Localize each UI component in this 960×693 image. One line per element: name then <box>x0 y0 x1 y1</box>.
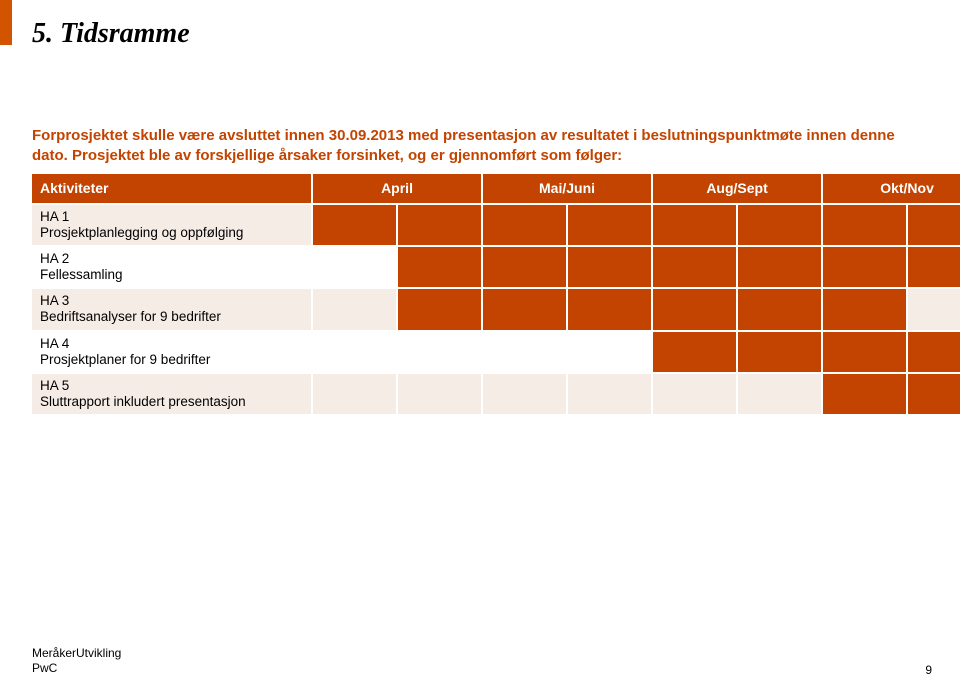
col-month-2: Aug/Sept <box>652 174 822 204</box>
col-month-1: Mai/Juni <box>482 174 652 204</box>
gantt-cell <box>652 246 737 288</box>
gantt-cell <box>567 204 652 246</box>
page-number: 9 <box>925 663 932 677</box>
footer-line-1: MeråkerUtvikling <box>32 646 121 662</box>
gantt-cell <box>397 331 482 373</box>
gantt-cell <box>737 331 822 373</box>
activity-code: HA 2 <box>40 251 303 267</box>
gantt-cell <box>567 373 652 414</box>
gantt-cell <box>907 246 960 288</box>
gantt-cell <box>482 246 567 288</box>
gantt-row: HA 4Prosjektplaner for 9 bedrifter <box>32 331 960 373</box>
gantt-cell <box>312 373 397 414</box>
gantt-cell <box>822 246 907 288</box>
activity-desc: Prosjektplanlegging og oppfølging <box>40 225 303 241</box>
gantt-row: HA 5Sluttrapport inkludert presentasjon <box>32 373 960 414</box>
gantt-cell <box>822 331 907 373</box>
accent-bar <box>0 0 12 45</box>
gantt-cell <box>567 246 652 288</box>
gantt-cell <box>312 288 397 330</box>
activity-code: HA 1 <box>40 209 303 225</box>
gantt-cell <box>737 246 822 288</box>
gantt-cell <box>822 373 907 414</box>
gantt-cell <box>652 331 737 373</box>
footer: MeråkerUtvikling PwC <box>32 646 121 677</box>
gantt-cell <box>312 204 397 246</box>
activity-label: HA 3Bedriftsanalyser for 9 bedrifter <box>32 288 312 330</box>
gantt-cell <box>312 246 397 288</box>
activity-label: HA 4Prosjektplaner for 9 bedrifter <box>32 331 312 373</box>
activity-desc: Prosjektplaner for 9 bedrifter <box>40 352 303 368</box>
gantt-cell <box>397 288 482 330</box>
gantt-cell <box>567 288 652 330</box>
activity-label: HA 1Prosjektplanlegging og oppfølging <box>32 204 312 246</box>
activity-desc: Bedriftsanalyser for 9 bedrifter <box>40 309 303 325</box>
gantt-cell <box>907 204 960 246</box>
col-month-3: Okt/Nov <box>822 174 960 204</box>
gantt-cell <box>397 246 482 288</box>
gantt-cell <box>567 331 652 373</box>
activity-desc: Sluttrapport inkludert presentasjon <box>40 394 303 410</box>
gantt-header-row: Aktiviteter April Mai/Juni Aug/Sept Okt/… <box>32 174 960 204</box>
gantt-cell <box>312 331 397 373</box>
gantt-cell <box>822 288 907 330</box>
footer-line-2: PwC <box>32 661 121 677</box>
gantt-cell <box>822 204 907 246</box>
gantt-cell <box>737 288 822 330</box>
activity-code: HA 5 <box>40 378 303 394</box>
gantt-cell <box>737 204 822 246</box>
page-title: 5. Tidsramme <box>32 18 928 50</box>
gantt-cell <box>482 373 567 414</box>
gantt-cell <box>482 288 567 330</box>
intro-text: Forprosjektet skulle være avsluttet inne… <box>32 120 928 173</box>
gantt-cell <box>907 373 960 414</box>
gantt-cell <box>652 288 737 330</box>
activity-label: HA 5Sluttrapport inkludert presentasjon <box>32 373 312 414</box>
gantt-cell <box>737 373 822 414</box>
activity-code: HA 3 <box>40 293 303 309</box>
activity-code: HA 4 <box>40 336 303 352</box>
gantt-row: HA 1Prosjektplanlegging og oppfølging <box>32 204 960 246</box>
col-activity: Aktiviteter <box>32 174 312 204</box>
gantt-table: Aktiviteter April Mai/Juni Aug/Sept Okt/… <box>32 174 960 415</box>
gantt-cell <box>652 373 737 414</box>
gantt-row: HA 3Bedriftsanalyser for 9 bedrifter <box>32 288 960 330</box>
gantt-cell <box>482 331 567 373</box>
activity-desc: Fellessamling <box>40 267 303 283</box>
gantt-cell <box>482 204 567 246</box>
gantt-row: HA 2Fellessamling <box>32 246 960 288</box>
gantt-cell <box>652 204 737 246</box>
col-month-0: April <box>312 174 482 204</box>
gantt-cell <box>397 373 482 414</box>
activity-label: HA 2Fellessamling <box>32 246 312 288</box>
gantt-cell <box>907 288 960 330</box>
gantt-cell <box>907 331 960 373</box>
gantt-cell <box>397 204 482 246</box>
